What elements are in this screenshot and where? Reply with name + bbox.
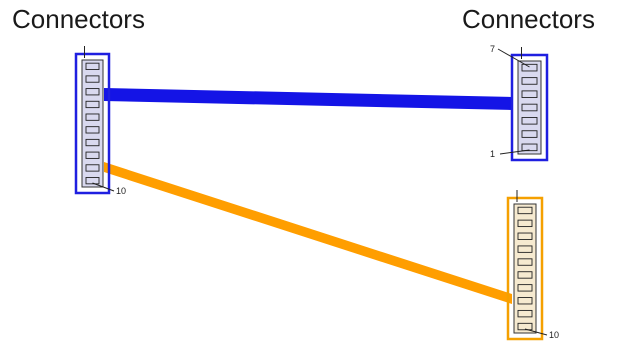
connector-pin <box>517 206 533 215</box>
connector-pin <box>85 177 100 185</box>
pin-number-label: 7 <box>490 44 495 54</box>
connector-pin <box>517 309 533 318</box>
leader-line <box>524 328 548 336</box>
connector-pin <box>521 63 538 72</box>
right-connectors-title: Connectors <box>462 4 595 34</box>
connector-pin <box>517 271 533 279</box>
connector-housing <box>81 59 104 188</box>
left-connectors-title: Connectors <box>12 4 145 34</box>
connector-pin <box>85 151 100 159</box>
connector-pin <box>85 62 100 70</box>
connector-frame <box>506 196 544 341</box>
connector-pin <box>521 103 538 112</box>
right-bottom-connector: 10 <box>506 190 559 341</box>
orange-cable <box>104 162 512 304</box>
leader-line <box>497 48 530 68</box>
leader-line <box>92 182 115 192</box>
connector-pin <box>85 126 100 134</box>
connector-pin <box>517 258 533 266</box>
connector-pin <box>517 232 533 240</box>
connector-pin <box>85 75 100 83</box>
connector-pin <box>85 164 100 172</box>
connector-pin <box>517 245 533 253</box>
connector-pin <box>521 90 538 98</box>
connector-pin <box>85 138 100 147</box>
left-connector: 10 <box>74 46 126 196</box>
connector-pin <box>85 100 100 109</box>
connector-pin <box>517 297 533 305</box>
connector-pin <box>517 322 533 331</box>
leader-line <box>499 149 530 155</box>
connector-pin <box>521 143 538 152</box>
blue-cable <box>104 88 512 110</box>
connector-pin <box>517 219 533 228</box>
connector-housing <box>513 203 537 334</box>
connector-pin <box>521 117 538 125</box>
connector-pin <box>85 88 100 96</box>
connector-pin <box>85 113 100 121</box>
connector-pin <box>517 284 533 292</box>
connector-pin <box>521 77 538 85</box>
pin-number-label: 10 <box>549 330 559 340</box>
connector-frame <box>74 52 111 195</box>
connector-housing <box>517 60 542 155</box>
pin-number-label: 1 <box>490 149 495 159</box>
pin-number-label: 10 <box>116 186 126 196</box>
connector-frame <box>510 53 549 162</box>
right-top-connector: 17 <box>490 44 549 162</box>
connector-pin <box>521 130 538 138</box>
